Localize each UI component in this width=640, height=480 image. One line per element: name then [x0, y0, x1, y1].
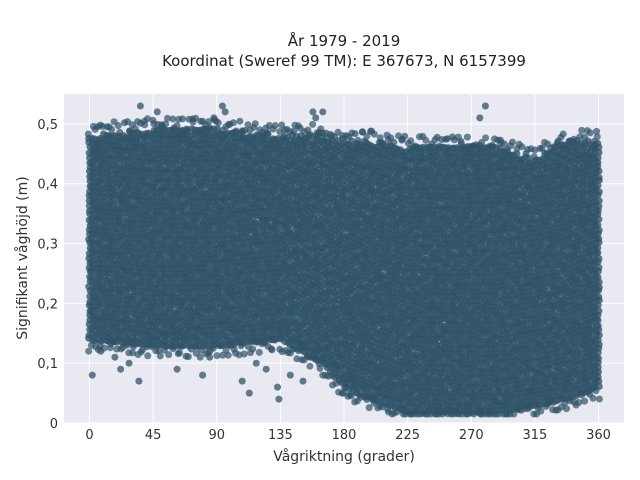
- scatter-point: [169, 115, 177, 123]
- scatter-point: [205, 118, 213, 126]
- scatter-point: [162, 120, 170, 128]
- chart-title-line-2: Koordinat (Sweref 99 TM): E 367673, N 61…: [162, 52, 526, 70]
- scatter-point: [306, 362, 314, 370]
- scatter-point: [251, 120, 259, 128]
- scatter-point: [173, 122, 181, 129]
- scatter-point: [144, 115, 151, 123]
- scatter-point: [192, 114, 200, 122]
- scatter-point: [164, 114, 171, 122]
- scatter-point: [156, 352, 164, 360]
- scatter-point: [249, 345, 257, 353]
- scatter-point: [268, 346, 276, 354]
- scatter-point: [213, 352, 221, 360]
- scatter-point: [165, 351, 173, 359]
- scatter-point: [214, 119, 222, 127]
- scatter-point: [114, 122, 122, 130]
- scatter-point: [229, 119, 237, 127]
- scatter-point: [129, 349, 137, 357]
- scatter-point: [309, 120, 317, 128]
- scatter-point: [144, 352, 152, 360]
- scatter-point: [271, 122, 279, 129]
- scatter-point: [224, 351, 232, 359]
- scatter-point: [85, 347, 93, 355]
- scatter-point: [236, 117, 244, 125]
- scatter-point: [255, 348, 263, 356]
- scatter-point: [240, 350, 248, 358]
- scatter-point: [351, 130, 359, 138]
- scatter-point: [370, 130, 378, 138]
- data-points: [84, 102, 603, 418]
- scatter-point: [176, 349, 183, 357]
- chart-title-line-1: År 1979 - 2019: [288, 31, 401, 50]
- scatter-point: [179, 115, 186, 123]
- scatter-point: [196, 353, 204, 361]
- scatter-point: [108, 125, 116, 133]
- scatter-point: [184, 353, 192, 361]
- scatter-point: [141, 121, 149, 129]
